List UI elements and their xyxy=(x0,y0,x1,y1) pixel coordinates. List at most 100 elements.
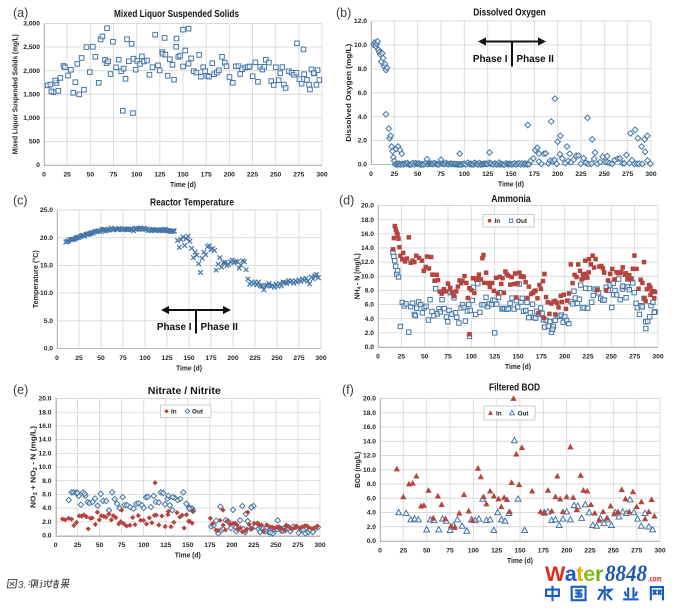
svg-text:0: 0 xyxy=(55,355,59,362)
svg-text:NH4 - N (mg/L): NH4 - N (mg/L) xyxy=(353,253,364,300)
svg-text:100: 100 xyxy=(466,353,477,360)
svg-text:14.0: 14.0 xyxy=(361,245,374,252)
svg-text:Time (d): Time (d) xyxy=(498,179,525,188)
svg-text:0.0: 0.0 xyxy=(358,162,368,169)
svg-text:250: 250 xyxy=(606,353,617,360)
svg-text:8.0: 8.0 xyxy=(358,66,368,73)
svg-text:a: a xyxy=(565,562,578,586)
svg-text:150: 150 xyxy=(183,355,194,362)
svg-text:275: 275 xyxy=(293,171,304,178)
svg-text:Time (d): Time (d) xyxy=(170,180,197,189)
svg-text:2.0: 2.0 xyxy=(358,138,368,145)
svg-text:Time (d): Time (d) xyxy=(176,363,203,372)
svg-text:300: 300 xyxy=(654,547,665,554)
svg-text:50: 50 xyxy=(421,353,429,360)
svg-text:2,000: 2,000 xyxy=(23,68,40,75)
svg-text:12.0: 12.0 xyxy=(363,453,376,460)
svg-text:0.0: 0.0 xyxy=(367,538,377,545)
svg-text:300: 300 xyxy=(314,542,325,549)
svg-text:Dissolved Oxygen (mg/L): Dissolved Oxygen (mg/L) xyxy=(344,43,353,142)
svg-text:125: 125 xyxy=(161,355,172,362)
svg-text:275: 275 xyxy=(622,171,633,178)
svg-text:300: 300 xyxy=(315,355,326,362)
svg-text:0: 0 xyxy=(54,542,58,549)
svg-text:275: 275 xyxy=(293,355,304,362)
svg-text:175: 175 xyxy=(536,353,547,360)
svg-text:175: 175 xyxy=(204,542,215,549)
svg-text:100: 100 xyxy=(459,171,470,178)
svg-text:0.0: 0.0 xyxy=(44,346,54,353)
svg-text:Time (d): Time (d) xyxy=(175,550,202,559)
svg-text:20.0: 20.0 xyxy=(363,396,376,403)
svg-text:175: 175 xyxy=(201,171,212,178)
svg-text:18.0: 18.0 xyxy=(361,217,374,224)
svg-text:0: 0 xyxy=(376,353,380,360)
svg-text:In: In xyxy=(496,410,502,417)
svg-text:200: 200 xyxy=(561,547,572,554)
svg-text:6.0: 6.0 xyxy=(42,492,52,499)
svg-text:275: 275 xyxy=(292,542,303,549)
svg-text:Time (d): Time (d) xyxy=(505,362,532,371)
svg-text:10.0: 10.0 xyxy=(363,467,376,474)
svg-text:150: 150 xyxy=(182,542,193,549)
svg-text:100: 100 xyxy=(138,542,149,549)
svg-text:200: 200 xyxy=(226,542,237,549)
svg-text:75: 75 xyxy=(118,542,126,549)
svg-text:300: 300 xyxy=(316,171,327,178)
svg-text:50: 50 xyxy=(423,547,431,554)
svg-text:200: 200 xyxy=(552,171,563,178)
svg-text:(b): (b) xyxy=(336,6,351,20)
svg-text:1,000: 1,000 xyxy=(23,115,40,122)
svg-text:4.0: 4.0 xyxy=(42,505,52,512)
svg-text:25: 25 xyxy=(74,542,82,549)
svg-text:4.0: 4.0 xyxy=(367,510,377,517)
svg-text:6.0: 6.0 xyxy=(358,90,368,97)
svg-text:.com: .com xyxy=(648,575,662,584)
svg-text:300: 300 xyxy=(652,353,663,360)
svg-text:225: 225 xyxy=(584,547,595,554)
svg-text:250: 250 xyxy=(270,171,281,178)
svg-text:e: e xyxy=(583,562,595,586)
svg-text:0.0: 0.0 xyxy=(42,533,52,540)
svg-text:50: 50 xyxy=(96,542,104,549)
svg-text:250: 250 xyxy=(270,542,281,549)
svg-text:200: 200 xyxy=(227,355,238,362)
svg-text:18.0: 18.0 xyxy=(38,409,51,416)
svg-text:125: 125 xyxy=(160,542,171,549)
svg-text:Phase I: Phase I xyxy=(157,322,192,333)
svg-text:225: 225 xyxy=(248,542,259,549)
svg-text:75: 75 xyxy=(110,171,118,178)
svg-text:75: 75 xyxy=(444,353,452,360)
svg-text:20.0: 20.0 xyxy=(38,396,51,403)
svg-text:15.0: 15.0 xyxy=(40,263,53,270)
svg-text:125: 125 xyxy=(482,171,493,178)
svg-text:250: 250 xyxy=(271,355,282,362)
svg-text:1,500: 1,500 xyxy=(23,91,40,98)
svg-text:25.0: 25.0 xyxy=(40,207,53,214)
svg-text:500: 500 xyxy=(29,139,40,146)
svg-text:18.0: 18.0 xyxy=(363,410,376,417)
svg-text:25: 25 xyxy=(75,355,83,362)
svg-text:0: 0 xyxy=(369,171,373,178)
svg-text:225: 225 xyxy=(249,355,260,362)
svg-text:Dissolved Oxygen: Dissolved Oxygen xyxy=(473,7,546,19)
svg-text:(a): (a) xyxy=(13,6,28,20)
svg-text:Phase II: Phase II xyxy=(201,322,239,333)
svg-text:16.0: 16.0 xyxy=(363,424,376,431)
svg-text:275: 275 xyxy=(631,547,642,554)
svg-text:150: 150 xyxy=(505,171,516,178)
svg-text:200: 200 xyxy=(224,171,235,178)
svg-text:10.0: 10.0 xyxy=(354,42,367,49)
svg-text:2.0: 2.0 xyxy=(365,330,375,337)
svg-text:25: 25 xyxy=(391,171,399,178)
svg-text:175: 175 xyxy=(529,171,540,178)
svg-text:NO3 + NO2 - N (mg/L): NO3 + NO2 - N (mg/L) xyxy=(29,425,40,508)
svg-text:t: t xyxy=(576,562,583,586)
svg-text:2.0: 2.0 xyxy=(42,519,52,526)
svg-text:Out: Out xyxy=(518,410,530,417)
svg-text:6.0: 6.0 xyxy=(367,495,377,502)
svg-text:0: 0 xyxy=(378,547,382,554)
svg-text:2,500: 2,500 xyxy=(23,44,40,51)
svg-text:3.: 3. xyxy=(18,580,26,591)
svg-text:r: r xyxy=(595,562,604,586)
